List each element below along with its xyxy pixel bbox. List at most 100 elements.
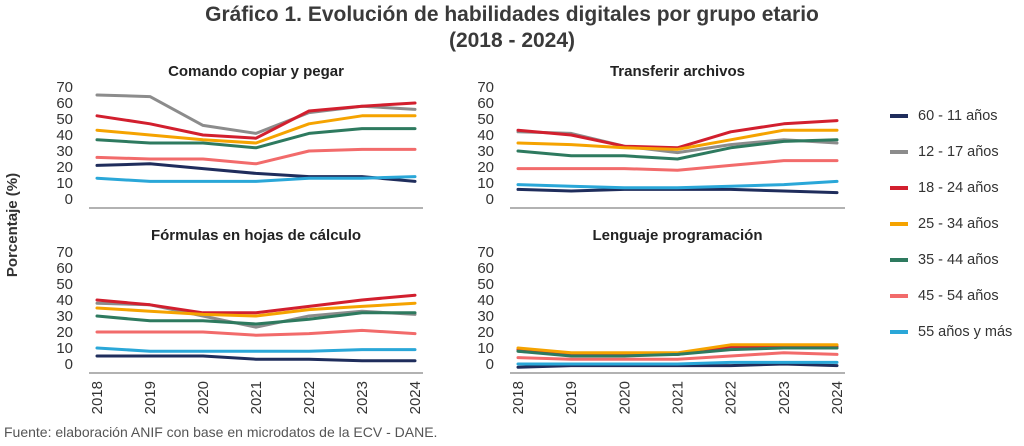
x-tick-label: 2023 [776,381,793,414]
y-tick-label: 40 [477,292,494,309]
legend-label: 45 - 54 años [918,288,999,304]
series-line [516,130,839,155]
y-tick-label: 60 [477,260,494,277]
panel-title: Lenguaje programación [592,227,762,244]
x-tick-label: 2018 [510,381,527,414]
series-line [516,351,839,361]
y-tick-label: 50 [477,276,494,293]
legend-label: 12 - 17 años [918,144,999,160]
series-line [516,159,839,172]
legend-swatch [890,114,908,118]
legend-label: 25 - 34 años [918,216,999,232]
y-tick-label: 0 [486,356,494,373]
source-note: Fuente: elaboración ANIF con base en mic… [4,424,438,440]
y-axis-label: Porcentaje (%) [4,173,21,277]
legend-item: 45 - 54 años [890,278,1012,314]
legend-item: 35 - 44 años [890,242,1012,278]
legend-label: 60 - 11 años [918,108,998,124]
series-line [95,162,417,183]
x-tick-label: 2023 [354,381,371,414]
y-tick-label: 60 [477,95,494,112]
series-line [95,114,417,145]
series-line [516,343,839,355]
y-tick-label: 50 [477,111,494,128]
legend: 60 - 11 años 12 - 17 años 18 - 24 años 25 -… [890,98,1012,350]
series-line [95,147,417,166]
y-tick-label: 40 [56,127,73,144]
legend-label: 35 - 44 años [918,252,999,268]
legend-swatch [890,186,908,190]
y-tick-label: 50 [56,111,73,128]
y-tick-label: 70 [56,244,73,261]
panel-title: Transferir archivos [610,63,745,80]
x-tick-label: 2022 [301,381,318,414]
y-tick-label: 30 [56,308,73,325]
series-line [95,101,417,140]
y-tick-label: 20 [477,159,494,176]
legend-swatch [890,294,908,298]
x-tick-label: 2019 [563,381,580,414]
legend-item: 18 - 24 años [890,170,1012,206]
legend-item: 25 - 34 años [890,206,1012,242]
series-line [95,354,417,363]
y-tick-label: 40 [56,292,73,309]
x-tick-label: 2018 [89,381,106,414]
y-tick-label: 60 [56,260,73,277]
series-line [95,127,417,150]
x-tick-label: 2021 [248,381,265,414]
series-line [95,328,417,337]
y-tick-label: 30 [477,308,494,325]
legend-swatch [890,258,908,262]
y-tick-label: 20 [477,324,494,341]
y-tick-label: 0 [486,191,494,208]
series-line [95,311,417,326]
legend-label: 18 - 24 años [918,180,999,196]
series-line [516,346,839,358]
series-line [516,179,839,190]
panel-title: Fórmulas en hojas de cálculo [151,227,361,244]
legend-swatch [890,222,908,226]
y-tick-label: 30 [477,143,494,160]
panel-title: Comando copiar y pegar [168,63,344,80]
x-tick-label: 2024 [407,381,424,414]
legend-label: 55 años y más [918,324,1013,340]
legend-item: 12 - 17 años [890,134,1012,170]
y-tick-label: 40 [477,127,494,144]
series-line [95,301,417,318]
y-tick-label: 20 [56,159,73,176]
y-tick-label: 70 [477,79,494,96]
y-tick-label: 70 [477,244,494,261]
series-line [516,362,839,369]
x-tick-label: 2021 [670,381,687,414]
y-tick-label: 10 [477,340,494,357]
x-tick-label: 2019 [142,381,159,414]
y-tick-label: 10 [477,175,494,192]
series-line [516,128,839,151]
x-tick-label: 2022 [723,381,740,414]
legend-swatch [890,150,908,154]
y-tick-label: 0 [65,191,73,208]
x-tick-label: 2024 [829,381,846,414]
y-tick-label: 30 [56,143,73,160]
series-line [516,360,839,366]
legend-item: 55 años y más [890,314,1012,350]
chart-title: Gráfico 1. Evolución de habilidades digi… [205,3,819,26]
x-tick-label: 2020 [195,381,212,414]
series-line [516,119,839,150]
series-line [95,293,417,315]
y-tick-label: 10 [56,175,73,192]
y-tick-label: 20 [56,324,73,341]
series-line [516,187,839,195]
legend-item: 60 - 11 años [890,98,1012,134]
legend-swatch [890,330,908,334]
y-tick-label: 60 [56,95,73,112]
y-tick-label: 0 [65,356,73,373]
y-tick-label: 50 [56,276,73,293]
series-line [516,138,839,161]
series-line [95,346,417,353]
chart-canvas: Porcentaje (%)Comando copiar y pegar0102… [4,63,846,414]
chart-subtitle: (2018 - 2024) [448,29,576,52]
y-tick-label: 70 [56,79,73,96]
series-line [95,175,417,183]
x-tick-label: 2020 [616,381,633,414]
